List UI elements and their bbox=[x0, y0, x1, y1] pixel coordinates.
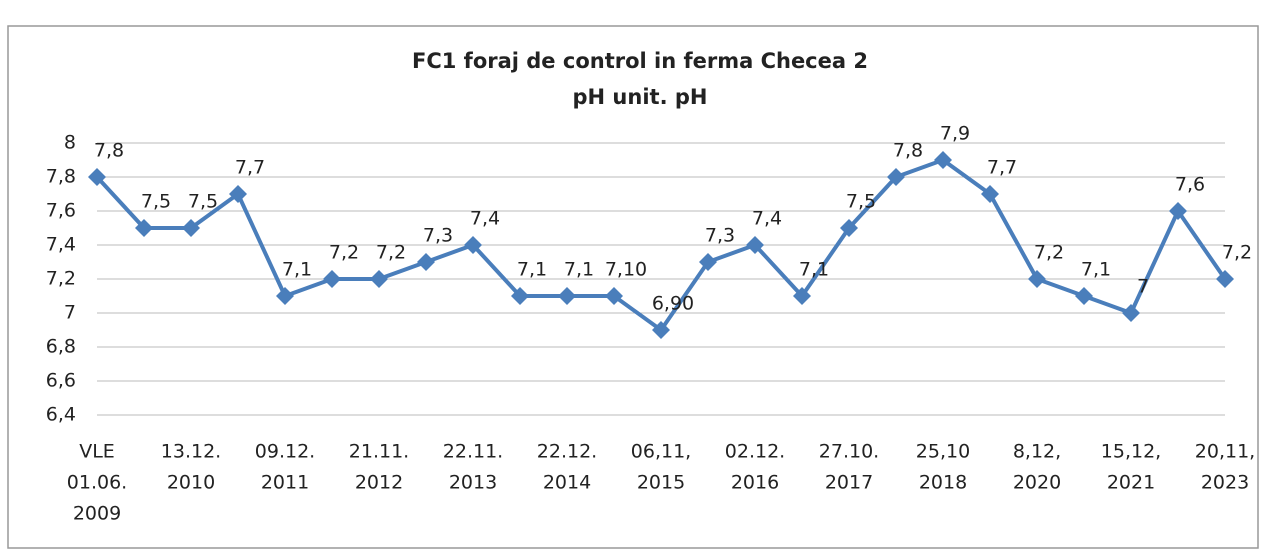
y-tick-label: 8 bbox=[64, 132, 76, 154]
data-point bbox=[1028, 270, 1046, 288]
x-tick-label: 2015 bbox=[637, 472, 685, 494]
y-tick-label: 7,6 bbox=[46, 200, 76, 222]
x-tick-label: 27.10. bbox=[819, 441, 879, 463]
x-tick-label: 06,11, bbox=[631, 441, 691, 463]
data-label: 7,4 bbox=[470, 208, 500, 230]
x-tick-label: 02.12. bbox=[725, 441, 785, 463]
data-label: 7,8 bbox=[893, 140, 923, 162]
x-tick-label: 2020 bbox=[1013, 472, 1061, 494]
x-tick-label: 21.11. bbox=[349, 441, 409, 463]
y-tick-label: 7,8 bbox=[46, 166, 76, 188]
x-tick-label: 2016 bbox=[731, 472, 779, 494]
x-tick-label: 2021 bbox=[1107, 472, 1155, 494]
data-label: 7,8 bbox=[94, 140, 124, 162]
x-tick-label: 2009 bbox=[73, 503, 121, 525]
data-label: 7,2 bbox=[1222, 242, 1252, 264]
data-point bbox=[323, 270, 341, 288]
data-label: 7 bbox=[1137, 276, 1149, 298]
x-tick-label: 22.11. bbox=[443, 441, 503, 463]
x-tick-label: 2012 bbox=[355, 472, 403, 494]
data-point bbox=[746, 236, 764, 254]
data-point bbox=[934, 151, 952, 169]
data-label: 6,90 bbox=[652, 293, 694, 315]
data-point bbox=[1075, 287, 1093, 305]
data-point bbox=[981, 185, 999, 203]
data-point bbox=[793, 287, 811, 305]
data-label: 7,4 bbox=[752, 208, 782, 230]
x-tick-label: 2014 bbox=[543, 472, 591, 494]
data-label: 7,5 bbox=[846, 191, 876, 213]
data-label: 7,2 bbox=[329, 242, 359, 264]
data-label: 7,1 bbox=[799, 259, 829, 281]
data-label: 7,7 bbox=[235, 157, 265, 179]
data-point bbox=[1216, 270, 1234, 288]
data-point bbox=[1169, 202, 1187, 220]
data-label: 7,9 bbox=[940, 123, 970, 145]
data-label: 7,5 bbox=[188, 191, 218, 213]
y-tick-label: 6,8 bbox=[46, 336, 76, 358]
x-tick-label: 2018 bbox=[919, 472, 967, 494]
x-tick-label: 25,10 bbox=[916, 441, 970, 463]
data-point bbox=[135, 219, 153, 237]
data-label: 7,1 bbox=[564, 259, 594, 281]
data-point bbox=[1122, 304, 1140, 322]
data-label: 7,6 bbox=[1175, 174, 1205, 196]
x-tick-label: 2010 bbox=[167, 472, 215, 494]
data-point bbox=[276, 287, 294, 305]
x-tick-label: 2023 bbox=[1201, 472, 1249, 494]
data-point bbox=[652, 321, 670, 339]
data-label: 7,3 bbox=[705, 225, 735, 247]
x-tick-label: 2013 bbox=[449, 472, 497, 494]
x-tick-label: 2011 bbox=[261, 472, 309, 494]
x-tick-label: 20,11, bbox=[1195, 441, 1255, 463]
data-point bbox=[511, 287, 529, 305]
x-tick-label: 8,12, bbox=[1013, 441, 1061, 463]
data-label: 7,7 bbox=[987, 157, 1017, 179]
x-tick-label: 01.06. bbox=[67, 472, 127, 494]
y-tick-label: 6,4 bbox=[46, 404, 76, 426]
data-point bbox=[370, 270, 388, 288]
chart-subtitle: pH unit. pH bbox=[573, 85, 708, 109]
data-label: 7,2 bbox=[376, 242, 406, 264]
y-tick-label: 7,4 bbox=[46, 234, 76, 256]
data-point bbox=[88, 168, 106, 186]
data-label: 7,1 bbox=[1081, 259, 1111, 281]
chart-title: FC1 foraj de control in ferma Checea 2 bbox=[412, 49, 868, 73]
data-point bbox=[699, 253, 717, 271]
data-point bbox=[417, 253, 435, 271]
data-label: 7,10 bbox=[605, 259, 647, 281]
data-point bbox=[464, 236, 482, 254]
data-point bbox=[605, 287, 623, 305]
data-point bbox=[840, 219, 858, 237]
data-label: 7,3 bbox=[423, 225, 453, 247]
data-label: 7,5 bbox=[141, 191, 171, 213]
data-point bbox=[182, 219, 200, 237]
data-point bbox=[558, 287, 576, 305]
data-label: 7,1 bbox=[517, 259, 547, 281]
x-tick-label: 2017 bbox=[825, 472, 873, 494]
x-tick-label: 09.12. bbox=[255, 441, 315, 463]
data-label: 7,2 bbox=[1034, 242, 1064, 264]
y-tick-label: 6,6 bbox=[46, 370, 76, 392]
data-point bbox=[229, 185, 247, 203]
data-point bbox=[887, 168, 905, 186]
x-tick-label: 15,12, bbox=[1101, 441, 1161, 463]
x-tick-label: VLE bbox=[79, 441, 115, 463]
chart-border bbox=[7, 25, 1259, 549]
x-tick-label: 13.12. bbox=[161, 441, 221, 463]
y-tick-label: 7 bbox=[64, 302, 76, 324]
x-tick-label: 22.12. bbox=[537, 441, 597, 463]
y-tick-label: 7,2 bbox=[46, 268, 76, 290]
data-label: 7,1 bbox=[282, 259, 312, 281]
